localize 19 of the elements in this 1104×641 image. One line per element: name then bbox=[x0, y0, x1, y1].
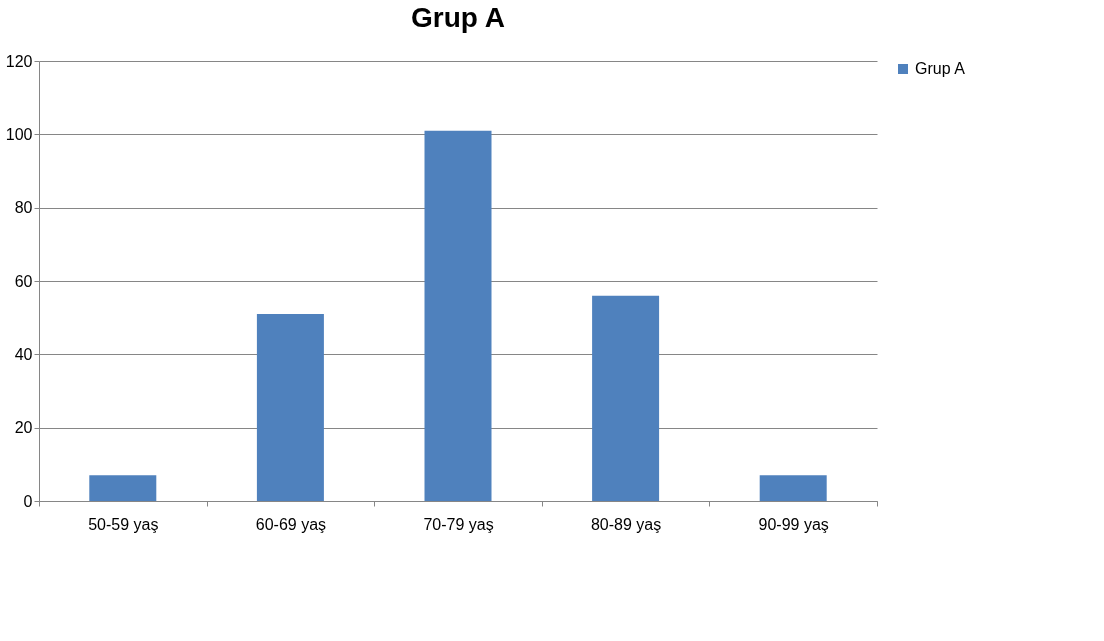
bar bbox=[759, 475, 827, 501]
y-tick-label: 80 bbox=[14, 199, 33, 217]
bar bbox=[592, 295, 660, 501]
bar bbox=[256, 314, 324, 501]
y-tick-label: 60 bbox=[14, 272, 33, 290]
bar bbox=[424, 130, 492, 501]
y-tick-label: 0 bbox=[23, 492, 33, 510]
x-tick-label: 60-69 yaş bbox=[255, 515, 327, 533]
bar bbox=[89, 475, 157, 501]
x-tick-label: 50-59 yaş bbox=[88, 515, 159, 533]
x-tick-label: 90-99 yaş bbox=[758, 515, 829, 533]
y-tick-label: 40 bbox=[14, 345, 33, 363]
x-tick-label: 70-79 yaş bbox=[423, 515, 494, 533]
y-tick-label: 20 bbox=[14, 419, 33, 437]
chart-title: Grup A bbox=[411, 2, 505, 33]
y-tick-label: 100 bbox=[5, 125, 33, 143]
x-tick-label: 80-89 yaş bbox=[590, 515, 662, 533]
y-tick-label: 120 bbox=[5, 52, 33, 70]
legend-label: Grup A bbox=[915, 60, 966, 77]
